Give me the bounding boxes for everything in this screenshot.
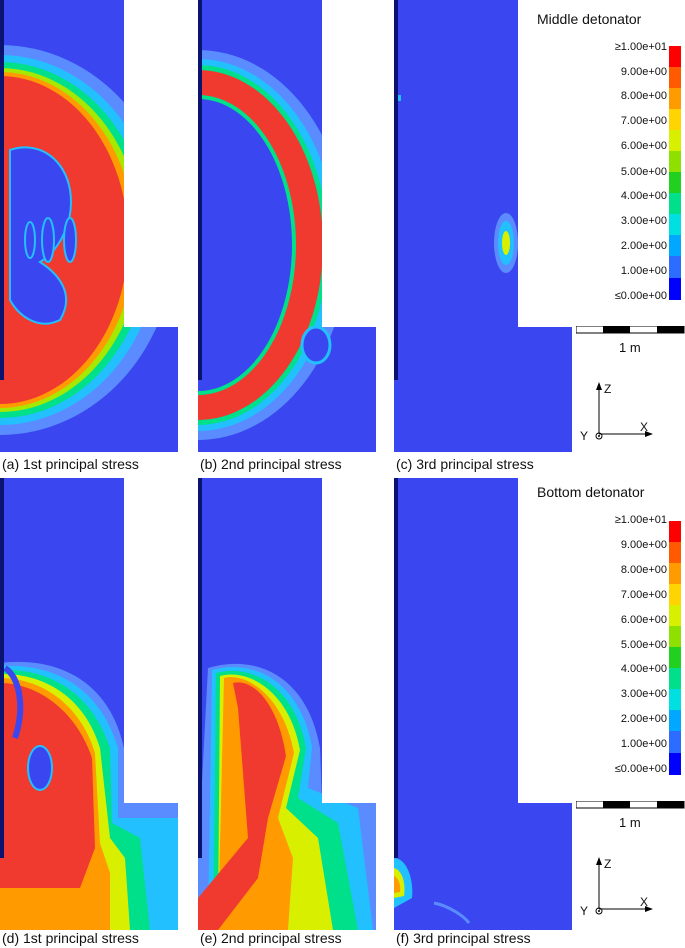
scale-bar-label: 1 m [619, 340, 641, 355]
legend-tick: 4.00e+00 [620, 190, 667, 202]
axis-y-label: Y [580, 429, 589, 443]
legend-tick: 7.00e+00 [620, 115, 667, 127]
legend-tick: ≤0.00e+00 [614, 763, 667, 775]
legend-tick: 7.00e+00 [620, 589, 667, 601]
color-scale-bar [669, 46, 681, 300]
legend-tick: 5.00e+00 [620, 639, 667, 651]
legend-tick: 3.00e+00 [620, 688, 667, 700]
legend-tick: 9.00e+00 [620, 539, 667, 551]
legend-tick: 3.00e+00 [620, 215, 667, 227]
legend-title-bottom: Bottom detonator [537, 484, 645, 500]
legend-tick: 1.00e+00 [620, 265, 667, 277]
panel-c [394, 0, 574, 452]
axis-x-label: X [640, 420, 649, 434]
legend-tick: 6.00e+00 [620, 614, 667, 626]
axis-triad [595, 857, 653, 915]
legend-tick: 5.00e+00 [620, 166, 667, 178]
scale-bar [576, 326, 685, 334]
panel-e [198, 478, 378, 930]
legend-tick: ≥1.00e+01 [614, 514, 667, 526]
legend-tick: ≤0.00e+00 [614, 290, 667, 302]
caption-b: (b) 2nd principal stress [200, 456, 342, 472]
caption-e: (e) 2nd principal stress [200, 930, 342, 946]
axis-z-label: Z [604, 382, 612, 396]
legend-tick: 6.00e+00 [620, 140, 667, 152]
legend-tick: 1.00e+00 [620, 738, 667, 750]
panel-a [0, 0, 180, 452]
axis-triad [595, 382, 653, 440]
axis-y-label: Y [580, 904, 589, 918]
legend-title-middle: Middle detonator [537, 11, 642, 27]
legend-tick: 2.00e+00 [620, 713, 667, 725]
caption-a: (a) 1st principal stress [2, 456, 139, 472]
legend-tick: 8.00e+00 [620, 90, 667, 102]
axis-z-label: Z [604, 857, 612, 871]
color-scale-bar [669, 521, 681, 775]
legend-tick: ≥1.00e+01 [614, 41, 667, 53]
panel-f [394, 478, 574, 930]
legend-tick: 4.00e+00 [620, 663, 667, 675]
scale-bar [576, 801, 685, 809]
panel-d [0, 478, 180, 930]
scale-bar-label: 1 m [619, 815, 641, 830]
legend-tick: 9.00e+00 [620, 66, 667, 78]
axis-x-label: X [640, 895, 649, 909]
caption-c: (c) 3rd principal stress [396, 456, 534, 472]
legend-tick: 2.00e+00 [620, 240, 667, 252]
caption-d: (d) 1st principal stress [2, 930, 139, 946]
legend-tick: 8.00e+00 [620, 564, 667, 576]
caption-f: (f) 3rd principal stress [396, 930, 531, 946]
panel-b [198, 0, 378, 452]
